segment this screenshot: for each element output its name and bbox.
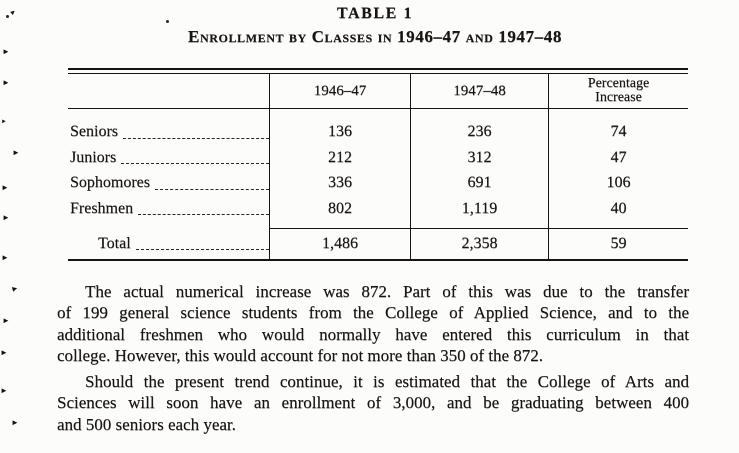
table-value: 136	[328, 123, 352, 140]
table-value: 691	[467, 174, 492, 191]
table-row-label: Freshmen	[68, 196, 269, 222]
column-percentage-increase: 74 47 106 40	[548, 109, 688, 228]
header-1946-47: 1946–47	[269, 74, 410, 108]
table-value: 212	[328, 148, 352, 166]
table-subtitle: Enrollment by Classes in 1946–47 and 194…	[188, 27, 562, 46]
paragraph-2-line: Should the present trend continue, it is…	[85, 372, 689, 392]
paragraph-2-line: and 500 seniors each year.	[57, 414, 236, 434]
table-top-double-rule	[68, 68, 688, 74]
scan-artifact-arrow: ►	[0, 348, 8, 357]
scan-artifact-dot	[166, 20, 169, 23]
table-row-label: Seniors	[68, 119, 269, 145]
paragraph-1-line: college. However, this would account for…	[57, 345, 544, 365]
table-value: 1,119	[461, 199, 498, 217]
table-title: TABLE 1	[336, 5, 414, 22]
table-value: 236	[467, 123, 492, 140]
scan-artifact-arrow: ►	[12, 148, 20, 157]
scan-artifact-arrow: ►	[9, 283, 20, 294]
table-value: 106	[606, 174, 631, 191]
body-text: The actual numerical increase was 872. P…	[57, 281, 689, 435]
scan-artifact-arrow: ►	[0, 386, 8, 395]
leader-dashes	[121, 145, 269, 164]
enrollment-table: 1946–47 1947–48 Percentage Increase Seni…	[68, 68, 688, 261]
column-class-labels: Seniors Juniors Sophomores Freshmen	[68, 109, 269, 228]
table-header-row: 1946–47 1947–48 Percentage Increase	[68, 74, 688, 109]
table-body: Seniors Juniors Sophomores Freshmen 136	[68, 109, 688, 228]
scan-artifact-arrow: ►	[2, 213, 10, 222]
table-value: 40	[610, 199, 627, 217]
table-value: 312	[467, 148, 492, 166]
column-1946-47: 136 212 336 802	[269, 109, 410, 228]
scan-artifact-arrow: ►	[1, 253, 9, 262]
leader-dashes	[123, 119, 269, 139]
header-percentage-increase: Percentage Increase	[548, 74, 688, 108]
column-1947-48: 236 312 691 1,119	[410, 109, 548, 228]
header-percentage-line1: Percentage	[587, 76, 650, 91]
table-value: 336	[328, 174, 352, 191]
paragraph-1-line: additional freshmen who would normally h…	[57, 324, 689, 344]
paragraph-2-line: Sciences will soon have an enrollment of…	[57, 393, 689, 413]
table-total-row: Total 1,486 2,358 59	[68, 228, 688, 261]
header-stub-cell	[68, 74, 269, 108]
table-value: 47	[610, 148, 627, 166]
scan-artifact-arrow: ►	[2, 316, 10, 325]
scan-artifact-arrow: ►	[2, 47, 10, 56]
table-value: 802	[328, 199, 352, 217]
table-value: 74	[610, 123, 627, 140]
header-percentage-line2: Increase	[595, 90, 642, 105]
leader-dashes	[138, 196, 269, 215]
header-1947-48: 1947–48	[410, 74, 548, 108]
total-value: 59	[548, 228, 688, 259]
scan-artifact-arrow: ►	[2, 78, 10, 87]
total-value: 2,358	[410, 228, 548, 259]
table-row-label: Juniors	[68, 145, 269, 171]
scan-artifact-arrow: ►	[11, 418, 19, 427]
leader-dashes	[155, 170, 269, 190]
total-value: 1,486	[269, 228, 410, 259]
scan-artifact-dot	[6, 15, 9, 18]
scan-artifact-arrow: ►	[1, 183, 9, 192]
total-label-cell: Total	[68, 228, 269, 259]
leader-dashes	[135, 228, 269, 250]
paragraph-1-line: The actual numerical increase was 872. P…	[85, 282, 689, 301]
scan-artifact-arrow: ►	[1, 119, 7, 125]
paragraph-1-line: of 199 general science students from the…	[57, 303, 689, 323]
table-row-label: Sophomores	[68, 170, 269, 196]
scan-artifact-arrow: ►	[7, 6, 19, 18]
